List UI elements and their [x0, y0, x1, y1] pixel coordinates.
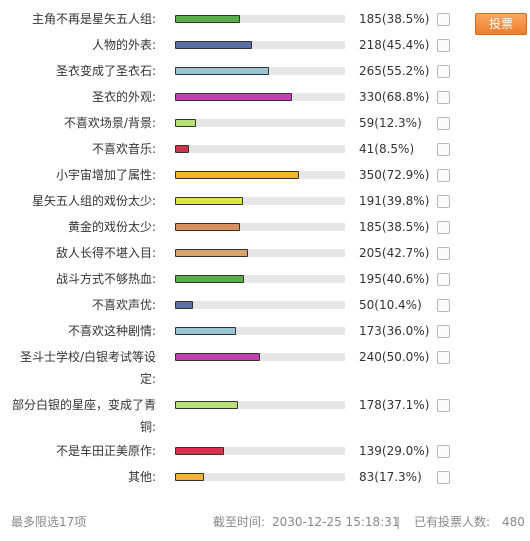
vote-count: 173(36.0%): [359, 324, 430, 338]
result-bar-fill: [175, 15, 240, 23]
result-bar-track: [175, 249, 345, 257]
result-bar-track: [175, 447, 345, 455]
option-label: 不喜欢这种剧情:: [67, 324, 156, 338]
option-checkbox[interactable]: [437, 221, 450, 234]
voters-label: 已有投票人数:: [414, 515, 491, 529]
option-checkbox[interactable]: [437, 117, 450, 130]
option-label: 小宇宙增加了属性:: [55, 168, 156, 182]
option-label: 不喜欢音乐:: [91, 142, 156, 156]
option-checkbox[interactable]: [437, 399, 450, 412]
result-bar-fill: [175, 353, 260, 361]
result-bar-fill: [175, 119, 196, 127]
option-checkbox[interactable]: [437, 195, 450, 208]
result-bar-fill: [175, 171, 299, 179]
option-checkbox[interactable]: [437, 39, 450, 52]
result-bar-fill: [175, 401, 238, 409]
option-label: 黄金的戏份太少:: [67, 220, 156, 234]
option-label: 部分白银的星座，变成了青铜:: [11, 398, 156, 434]
result-bar-fill: [175, 223, 240, 231]
option-checkbox[interactable]: [437, 247, 450, 260]
option-label: 其他:: [127, 470, 156, 484]
option-checkbox[interactable]: [437, 13, 450, 26]
vote-count: 330(68.8%): [359, 90, 430, 104]
option-label: 主角不再是星矢五人组:: [31, 12, 156, 26]
option-checkbox[interactable]: [437, 169, 450, 182]
vote-count: 83(17.3%): [359, 470, 422, 484]
option-label: 星矢五人组的戏份太少:: [31, 194, 156, 208]
deadline-label: 截至时间:: [213, 515, 266, 529]
result-bar-fill: [175, 41, 252, 49]
result-bar-fill: [175, 447, 224, 455]
result-bar-fill: [175, 67, 269, 75]
option-checkbox[interactable]: [437, 143, 450, 156]
vote-count: 59(12.3%): [359, 116, 422, 130]
option-checkbox[interactable]: [437, 273, 450, 286]
option-checkbox[interactable]: [437, 65, 450, 78]
result-bar-fill: [175, 249, 248, 257]
result-bar-track: [175, 15, 345, 23]
result-bar-track: [175, 41, 345, 49]
result-bar-track: [175, 145, 345, 153]
vote-count: 50(10.4%): [359, 298, 422, 312]
option-label: 敌人长得不堪入目:: [55, 246, 156, 260]
vote-count: 195(40.6%): [359, 272, 430, 286]
option-checkbox[interactable]: [437, 325, 450, 338]
result-bar-fill: [175, 473, 204, 481]
result-bar-track: [175, 401, 345, 409]
option-checkbox[interactable]: [437, 91, 450, 104]
result-bar-track: [175, 301, 345, 309]
option-label: 战斗方式不够热血:: [55, 272, 156, 286]
result-bar-track: [175, 223, 345, 231]
vote-button[interactable]: 投票: [475, 13, 527, 35]
result-bar-track: [175, 327, 345, 335]
vote-count: 191(39.8%): [359, 194, 430, 208]
result-bar-track: [175, 67, 345, 75]
option-checkbox[interactable]: [437, 471, 450, 484]
option-label: 圣衣变成了圣衣石:: [55, 64, 156, 78]
result-bar-track: [175, 275, 345, 283]
option-label: 人物的外表:: [91, 38, 156, 52]
result-bar-fill: [175, 301, 193, 309]
vote-count: 205(42.7%): [359, 246, 430, 260]
voters-count: 480: [502, 515, 525, 529]
vote-count: 41(8.5%): [359, 142, 415, 156]
vote-count: 185(38.5%): [359, 220, 430, 234]
result-bar-track: [175, 171, 345, 179]
option-checkbox[interactable]: [437, 351, 450, 364]
vote-count: 218(45.4%): [359, 38, 430, 52]
vote-count: 350(72.9%): [359, 168, 430, 182]
deadline-value: 2030-12-25 15:18:31: [272, 515, 400, 529]
option-label: 不喜欢场景/背景:: [63, 116, 156, 130]
result-bar-fill: [175, 275, 244, 283]
result-bar-fill: [175, 145, 189, 153]
option-label: 圣斗士学校/白银考试等设定:: [19, 350, 156, 386]
vote-count: 139(29.0%): [359, 444, 430, 458]
selection-limit-text: 最多限选17项: [11, 515, 87, 529]
result-bar-track: [175, 119, 345, 127]
result-bar-track: [175, 197, 345, 205]
vote-count: 240(50.0%): [359, 350, 430, 364]
result-bar-fill: [175, 197, 243, 205]
result-bar-track: [175, 93, 345, 101]
vote-count: 185(38.5%): [359, 12, 430, 26]
option-label: 不是车田正美原作:: [55, 444, 156, 458]
result-bar-fill: [175, 93, 292, 101]
result-bar-track: [175, 353, 345, 361]
result-bar-fill: [175, 327, 236, 335]
option-checkbox[interactable]: [437, 299, 450, 312]
option-label: 不喜欢声优:: [91, 298, 156, 312]
vote-count: 178(37.1%): [359, 398, 430, 412]
footer-separator: |: [396, 515, 401, 529]
option-label: 圣衣的外观:: [91, 90, 156, 104]
option-checkbox[interactable]: [437, 445, 450, 458]
result-bar-track: [175, 473, 345, 481]
vote-count: 265(55.2%): [359, 64, 430, 78]
